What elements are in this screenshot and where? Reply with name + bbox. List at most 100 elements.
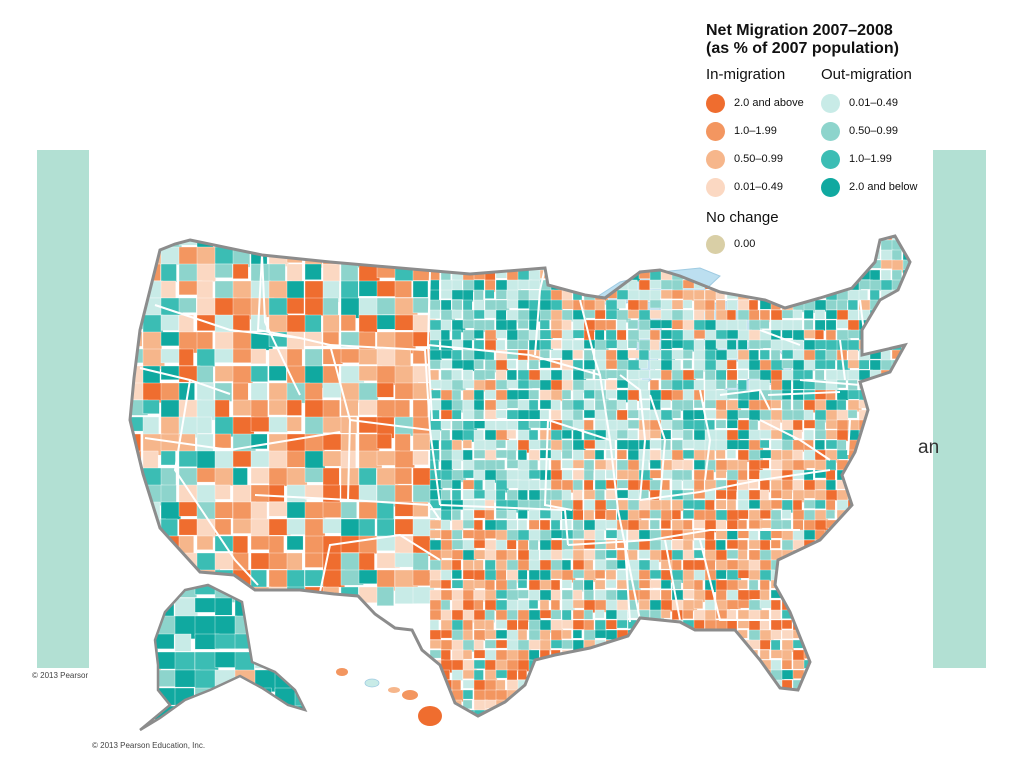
county-cell [902,309,910,319]
county-cell [550,409,562,420]
county-cell [781,709,791,716]
county-cell [539,699,554,709]
county-cell [440,239,454,253]
county-cell [902,499,910,510]
county-cell [440,629,453,639]
county-cell [561,236,573,239]
county-cell [154,633,175,650]
county-cell [473,539,487,549]
county-cell [902,579,910,591]
county-cell [770,289,785,303]
county-cell [594,579,606,590]
county-cell [770,649,784,659]
county-cell [528,459,539,471]
county-cell [178,569,201,585]
county-cell [715,489,727,500]
county-cell [825,549,838,561]
county-cell [649,449,661,462]
county-cell [376,433,392,449]
county-cell [130,236,146,247]
county-cell [160,416,180,436]
county-cell [550,519,561,531]
legend-item: 2.0 and below [821,173,936,201]
county-cell [440,579,452,589]
county-cell [825,579,838,593]
swatch-in-0 [706,93,725,113]
county-cell [528,289,541,300]
county-cell [429,619,440,632]
county-cell [792,399,804,411]
county-cell [682,289,695,302]
county-cell [914,320,926,333]
county-cell [627,299,640,311]
county-cell [891,479,906,489]
county-cell [495,449,508,459]
county-cell [484,239,497,251]
county-cell [726,669,741,680]
county-cell [847,479,862,492]
county-cell [914,430,928,442]
county-cell [748,259,758,269]
county-cell [693,639,705,652]
county-cell [682,509,695,519]
county-cell [550,659,562,671]
county-cell [550,469,564,481]
county-cell [836,549,849,561]
county-cell [142,416,160,437]
county-cell [704,689,718,703]
county-cell [847,629,862,643]
county-cell [748,349,759,361]
county-cell [358,236,380,246]
county-cell [792,309,803,319]
county-cell [814,569,826,580]
county-cell [660,236,671,242]
county-cell [322,416,344,433]
county-cell [847,559,860,571]
county-cell [638,609,650,623]
county-cell [671,499,685,512]
county-cell [836,589,849,604]
county-cell [473,329,484,339]
swatch-out-3 [821,177,840,197]
county-cell [671,339,685,349]
county-cell [605,509,617,521]
county-cell [682,349,693,359]
county-cell [594,449,605,460]
county-cell [693,239,704,251]
county-cell [902,529,910,541]
county-cell [232,263,249,279]
county-cell [495,619,509,629]
county-cell [539,236,550,239]
county-cell [539,599,550,611]
county-cell [638,679,653,693]
county-cell [880,429,895,443]
county-cell [594,589,608,602]
county-cell [902,619,910,633]
county-cell [572,609,585,620]
county-cell [627,409,639,419]
county-cell [517,599,530,612]
county-cell [671,629,682,643]
county-cell [340,535,360,553]
county-cell [484,629,498,640]
county-cell [594,259,608,272]
county-cell [286,416,302,432]
county-cell [394,246,416,265]
county-cell [803,309,814,319]
county-cell [627,709,642,716]
county-cell [759,699,773,712]
county-cell [814,659,829,669]
county-cell [814,359,828,370]
county-cell [286,331,305,350]
county-cell [495,589,508,599]
county-cell [627,389,640,402]
county-cell [693,329,707,339]
county-cell [616,679,627,692]
county-cell [594,239,610,251]
county-cell [473,569,485,581]
county-cell [451,329,462,340]
county-cell [869,599,883,612]
county-cell [737,319,748,332]
county-cell [759,259,770,272]
county-cell [836,669,847,682]
